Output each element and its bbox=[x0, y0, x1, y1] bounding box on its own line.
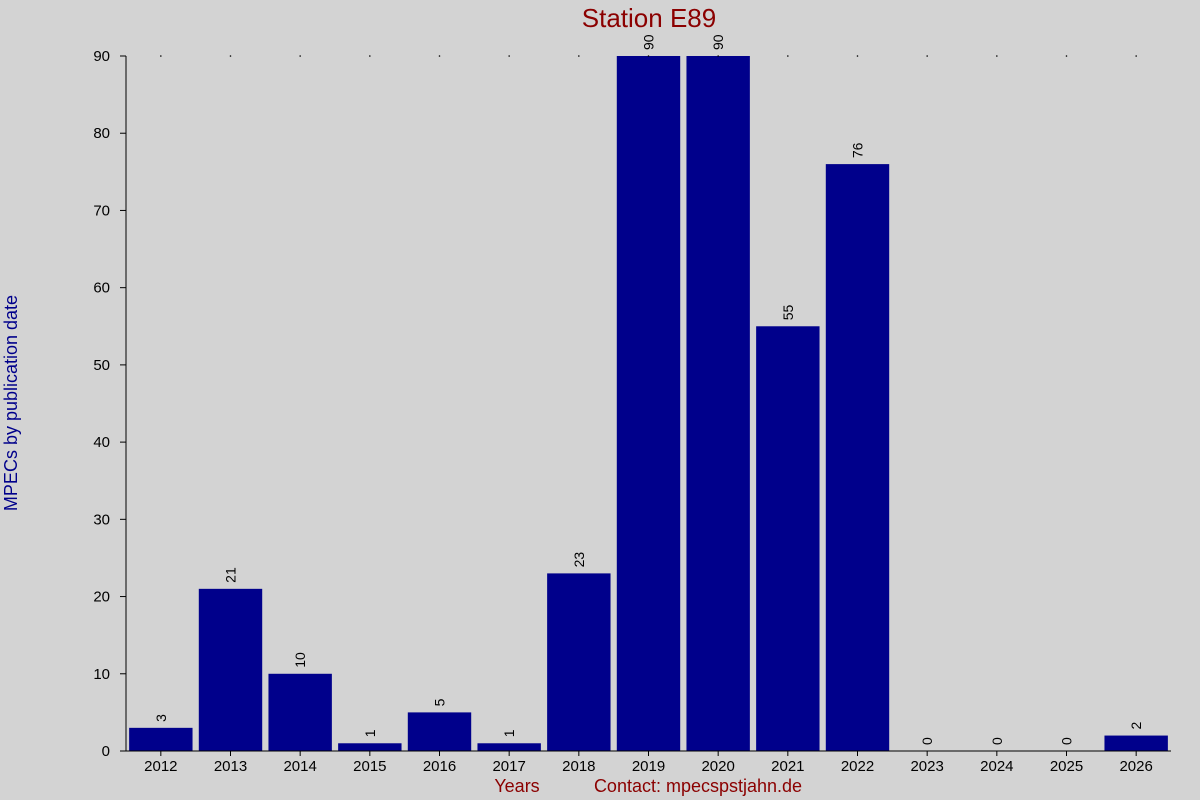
bar-value-label: 10 bbox=[292, 652, 308, 668]
bar-value-label: 2 bbox=[1128, 722, 1144, 730]
x-axis-label: Years bbox=[494, 776, 539, 796]
y-tick-label: 60 bbox=[93, 280, 110, 297]
bar bbox=[825, 164, 890, 752]
chart-title: Station E89 bbox=[582, 3, 716, 33]
x-tick-label: 2013 bbox=[214, 758, 247, 775]
y-tick-label: 30 bbox=[93, 511, 110, 528]
x-tick-label: 2021 bbox=[771, 758, 804, 775]
y-tick-label: 70 bbox=[93, 202, 110, 219]
bar-value-label: 3 bbox=[153, 714, 169, 722]
top-tick-dot bbox=[578, 55, 580, 57]
x-tick-label: 2015 bbox=[353, 758, 386, 775]
top-tick-dot bbox=[926, 55, 928, 57]
x-tick-label: 2022 bbox=[841, 758, 874, 775]
y-axis-label: MPECs by publication date bbox=[1, 295, 21, 511]
top-tick-dot bbox=[787, 55, 789, 57]
bar-value-label: 0 bbox=[989, 737, 1005, 745]
bar bbox=[547, 573, 611, 751]
bar-value-label: 90 bbox=[641, 34, 657, 50]
bar-value-label: 0 bbox=[919, 737, 935, 745]
bars-group bbox=[129, 56, 1168, 752]
top-tick-dot bbox=[1065, 55, 1068, 57]
bar-value-label: 0 bbox=[1059, 737, 1075, 745]
bar bbox=[477, 743, 541, 751]
x-tick-label: 2014 bbox=[283, 758, 316, 775]
bar bbox=[129, 727, 193, 751]
y-tick-label: 20 bbox=[93, 589, 110, 606]
top-tick-dot bbox=[717, 55, 719, 57]
top-tick-dot bbox=[856, 55, 859, 57]
bar bbox=[1104, 735, 1168, 751]
bar-value-label: 1 bbox=[501, 729, 517, 737]
x-tick-label: 2017 bbox=[492, 758, 525, 775]
top-tick-dot bbox=[160, 55, 162, 57]
y-tick-label: 90 bbox=[93, 48, 110, 65]
top-tick-dot bbox=[1135, 55, 1137, 57]
bar bbox=[616, 56, 681, 751]
contact-label: Contact: mpecspstjahn.de bbox=[594, 776, 802, 796]
top-tick-dot bbox=[996, 55, 998, 57]
bar-value-label: 90 bbox=[710, 34, 726, 50]
x-tick-label: 2019 bbox=[632, 758, 665, 775]
x-tick-label: 2016 bbox=[423, 758, 456, 775]
y-tick-label: 40 bbox=[93, 434, 110, 451]
bar bbox=[756, 326, 820, 751]
top-tick-dot bbox=[508, 55, 510, 57]
x-tick-label: 2025 bbox=[1050, 758, 1083, 775]
bar-value-label: 76 bbox=[850, 142, 866, 158]
top-tick-dot bbox=[369, 55, 371, 57]
x-tick-label: 2023 bbox=[910, 758, 943, 775]
bar bbox=[686, 56, 750, 751]
labels-group: 0102030405060708090201232013212014102015… bbox=[93, 34, 1153, 775]
y-tick-label: 50 bbox=[93, 357, 110, 374]
bar bbox=[268, 673, 332, 751]
y-tick-label: 10 bbox=[93, 666, 110, 683]
bar-value-label: 5 bbox=[432, 698, 448, 706]
top-tick-dot bbox=[438, 55, 441, 57]
top-tick-dot bbox=[229, 55, 232, 57]
x-tick-label: 2020 bbox=[701, 758, 734, 775]
top-tick-dot bbox=[299, 55, 301, 57]
y-tick-label: 80 bbox=[93, 125, 110, 142]
axes-group bbox=[120, 55, 1171, 756]
bar-value-label: 23 bbox=[571, 552, 587, 568]
bar-value-label: 21 bbox=[223, 567, 239, 583]
x-tick-label: 2024 bbox=[980, 758, 1013, 775]
bar bbox=[198, 588, 263, 751]
bar bbox=[407, 712, 472, 751]
x-tick-label: 2018 bbox=[562, 758, 595, 775]
x-tick-label: 2012 bbox=[144, 758, 177, 775]
x-tick-label: 2026 bbox=[1119, 758, 1152, 775]
bar-value-label: 1 bbox=[362, 729, 378, 737]
top-tick-dot bbox=[647, 55, 650, 57]
y-tick-label: 0 bbox=[102, 743, 110, 760]
bar bbox=[338, 743, 402, 751]
bar-value-label: 55 bbox=[780, 304, 796, 320]
